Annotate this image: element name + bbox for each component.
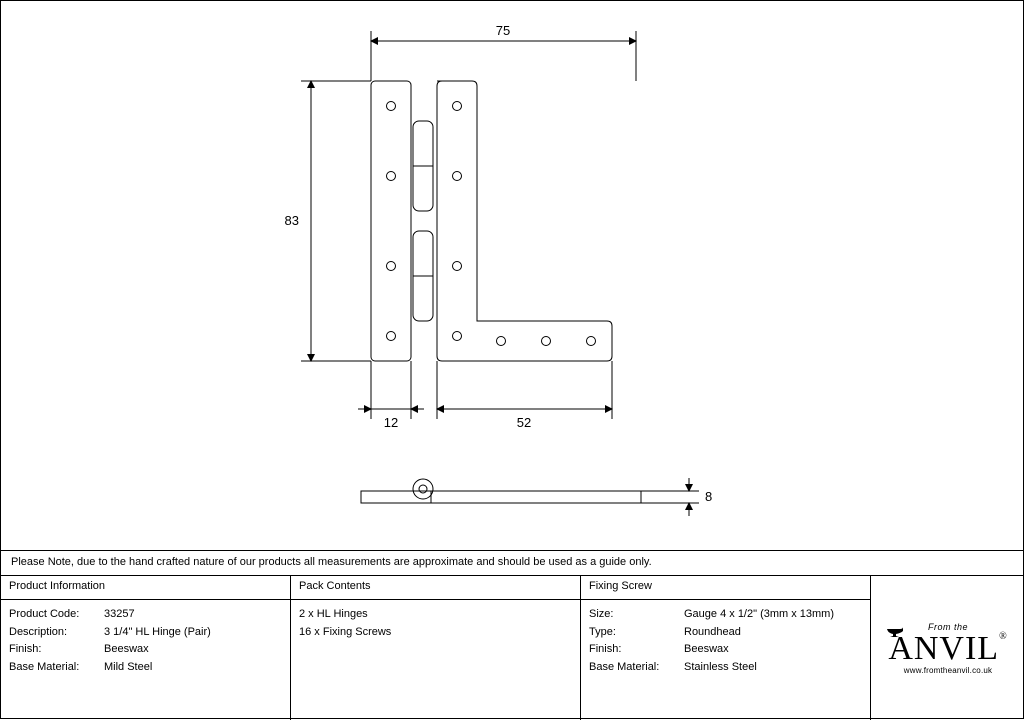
dim-width: 75 [496, 23, 510, 38]
logo-brand: ANVIL ® [888, 632, 1007, 666]
col-product: Product Information Product Code:33257 D… [1, 576, 291, 720]
logo-reg: ® [999, 631, 1008, 642]
dim-height: 83 [285, 213, 299, 228]
table-row: Base Material:Stainless Steel [589, 659, 862, 677]
page-frame: 75 83 12 [0, 0, 1024, 719]
table-row: Description:3 1/4" HL Hinge (Pair) [9, 624, 282, 642]
col-pack-header: Pack Contents [291, 576, 580, 600]
brand-logo: From the ANVIL ® www.fromtheanvil.co.uk [888, 622, 1007, 675]
col-screw: Fixing Screw Size:Gauge 4 x 1/2" (3mm x … [581, 576, 871, 720]
table-row: Base Material:Mild Steel [9, 659, 282, 677]
dim-foot: 52 [517, 415, 531, 430]
note-row: Please Note, due to the hand crafted nat… [1, 550, 1024, 576]
col-pack: Pack Contents 2 x HL Hinges 16 x Fixing … [291, 576, 581, 720]
note-text: Please Note, due to the hand crafted nat… [11, 556, 652, 568]
logo-url: www.fromtheanvil.co.uk [888, 666, 1007, 675]
table-row: 2 x HL Hinges [299, 606, 572, 624]
col-screw-header: Fixing Screw [581, 576, 870, 600]
table-row: 16 x Fixing Screws [299, 624, 572, 642]
dim-left-leaf: 12 [384, 415, 398, 430]
table-row: Size:Gauge 4 x 1/2" (3mm x 13mm) [589, 606, 862, 624]
info-table: Product Information Product Code:33257 D… [1, 576, 1024, 720]
table-row: Finish:Beeswax [589, 641, 862, 659]
table-row: Product Code:33257 [9, 606, 282, 624]
technical-drawing: 75 83 12 [1, 1, 1024, 550]
col-product-header: Product Information [1, 576, 290, 600]
table-row: Type:Roundhead [589, 624, 862, 642]
table-row: Finish:Beeswax [9, 641, 282, 659]
dim-thickness: 8 [705, 489, 712, 504]
col-logo: From the ANVIL ® www.fromtheanvil.co.uk [871, 576, 1024, 720]
anvil-icon [886, 626, 904, 638]
